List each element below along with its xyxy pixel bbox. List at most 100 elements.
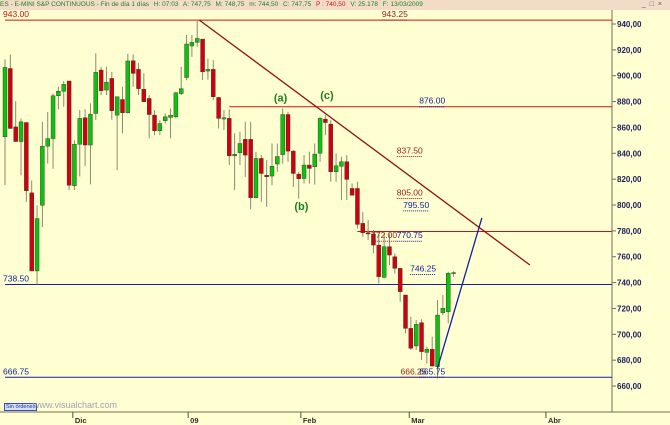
candle bbox=[29, 180, 34, 272]
candle-body bbox=[440, 307, 446, 313]
candle-body bbox=[419, 322, 424, 352]
candle-body bbox=[248, 139, 253, 198]
candle-body bbox=[413, 324, 419, 347]
candle bbox=[227, 109, 232, 166]
candle-body bbox=[2, 67, 8, 137]
price-label: 876.00 bbox=[419, 96, 445, 106]
candle bbox=[184, 34, 189, 81]
candle-body bbox=[104, 81, 109, 91]
candle-body bbox=[18, 121, 24, 142]
candle-body bbox=[56, 91, 61, 96]
y-tick-label: 760,00 bbox=[617, 253, 642, 262]
candle bbox=[243, 121, 248, 177]
candle bbox=[189, 34, 195, 57]
candle bbox=[408, 316, 414, 350]
candle bbox=[237, 131, 243, 166]
y-tick-label: 740,00 bbox=[617, 279, 642, 288]
price-label: 738.50 bbox=[3, 274, 29, 284]
candle bbox=[205, 58, 211, 80]
candle bbox=[82, 109, 88, 167]
candle-body bbox=[408, 328, 414, 349]
candle bbox=[162, 113, 168, 124]
candle bbox=[312, 143, 317, 185]
trend-line bbox=[198, 19, 531, 266]
candle bbox=[317, 116, 323, 162]
candle bbox=[18, 118, 24, 176]
candle-body bbox=[253, 158, 259, 198]
price-label: 837.50 bbox=[397, 146, 423, 156]
candle bbox=[200, 38, 205, 81]
candle-body bbox=[387, 246, 392, 256]
candle bbox=[93, 53, 98, 121]
candle-body bbox=[435, 314, 440, 367]
window-buttons[interactable]: _ □ × bbox=[641, 1, 663, 8]
candle-body bbox=[360, 223, 365, 233]
candle-body bbox=[168, 114, 173, 118]
candle-body bbox=[307, 164, 312, 169]
candle-body bbox=[264, 175, 269, 178]
candle bbox=[451, 271, 456, 277]
price-label: 805.00 bbox=[397, 188, 423, 198]
volume-value: V: 25.178 bbox=[350, 1, 378, 8]
candle-body bbox=[323, 118, 328, 123]
orders-button[interactable]: Sin órdenes bbox=[4, 403, 38, 411]
y-tick-label: 780,00 bbox=[617, 227, 642, 236]
candle-body bbox=[317, 118, 323, 154]
candle-body bbox=[344, 161, 349, 180]
candle-body bbox=[291, 150, 296, 174]
candle bbox=[344, 155, 349, 201]
candle bbox=[355, 181, 360, 229]
price-label: 665.75 bbox=[419, 366, 445, 376]
candle bbox=[397, 268, 403, 302]
candle bbox=[216, 97, 221, 129]
candle-body bbox=[376, 244, 381, 277]
candle bbox=[387, 233, 392, 266]
candle-body bbox=[269, 166, 275, 177]
candle-body bbox=[50, 95, 56, 139]
candle bbox=[440, 295, 446, 316]
close-value: C: 747,75 bbox=[283, 1, 312, 8]
candle-body bbox=[136, 69, 141, 89]
candle-body bbox=[381, 246, 387, 278]
candle bbox=[50, 93, 56, 169]
candle-body bbox=[29, 192, 34, 272]
candle-body bbox=[211, 69, 216, 97]
candle bbox=[253, 151, 259, 198]
candle-body bbox=[216, 97, 221, 119]
candle-body bbox=[157, 123, 163, 131]
y-tick-label: 700,00 bbox=[617, 330, 642, 339]
candle-body bbox=[114, 96, 120, 116]
y-tick-label: 900,00 bbox=[617, 72, 642, 81]
y-tick-label: 860,00 bbox=[617, 123, 642, 132]
candle bbox=[104, 66, 109, 96]
date-value: F: 13/03/2009 bbox=[382, 1, 423, 8]
candle bbox=[173, 91, 179, 119]
candle bbox=[179, 66, 184, 96]
candle-body bbox=[243, 139, 248, 156]
candle-body bbox=[446, 273, 451, 312]
watermark: www.visualchart.com bbox=[33, 400, 118, 410]
candle-body bbox=[45, 138, 50, 147]
candle-body bbox=[392, 256, 398, 269]
candle bbox=[141, 73, 147, 102]
candle bbox=[61, 81, 66, 107]
price-label: 772.00 bbox=[371, 230, 397, 240]
candle-body bbox=[34, 218, 40, 272]
candle-body bbox=[371, 233, 376, 246]
candle bbox=[66, 80, 72, 191]
price-label: 943.25 bbox=[382, 9, 408, 19]
candle-body bbox=[189, 42, 195, 47]
candle bbox=[56, 86, 61, 110]
candle-body bbox=[259, 158, 264, 174]
candle bbox=[114, 96, 120, 171]
candle bbox=[2, 59, 8, 186]
candle-body bbox=[312, 153, 317, 167]
candle bbox=[88, 103, 93, 185]
candle-body bbox=[296, 173, 301, 179]
candle-body bbox=[98, 69, 104, 91]
candle bbox=[259, 155, 264, 202]
candle bbox=[280, 108, 285, 164]
candle bbox=[195, 20, 200, 47]
candle bbox=[34, 205, 40, 285]
